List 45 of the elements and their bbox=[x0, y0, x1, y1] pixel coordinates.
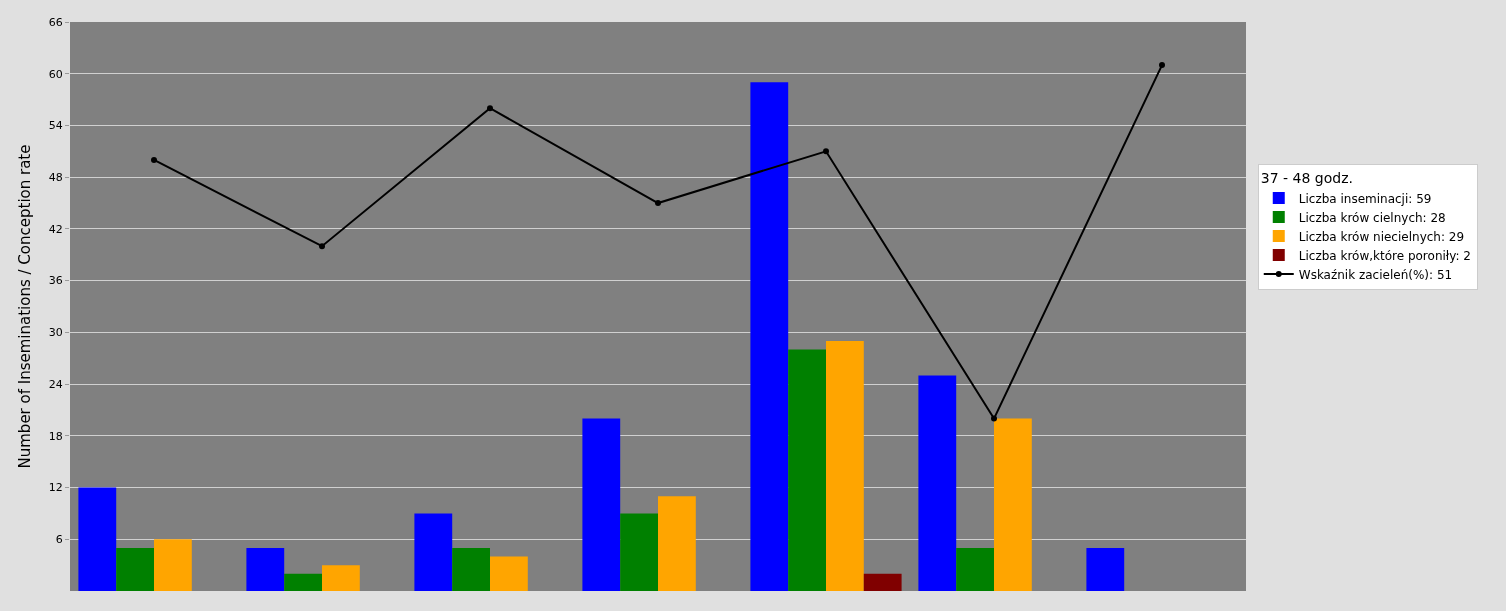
y-tick-label: 36 bbox=[48, 274, 63, 288]
bar bbox=[918, 375, 957, 591]
point bbox=[823, 148, 829, 155]
legend-label: Liczba inseminacji: 59 bbox=[1298, 191, 1432, 206]
y-tick-label: 60 bbox=[48, 67, 63, 81]
bar bbox=[322, 565, 360, 591]
point bbox=[487, 105, 493, 112]
bar bbox=[658, 496, 696, 591]
legend-label: Wskaźnik zacieleń(%): 51 bbox=[1298, 267, 1453, 282]
bar bbox=[490, 556, 528, 591]
y-tick-label: 24 bbox=[48, 377, 63, 391]
bar bbox=[788, 349, 826, 591]
y-tick-label: 42 bbox=[48, 222, 63, 236]
y-tick-label: 6 bbox=[55, 533, 63, 547]
bar bbox=[750, 82, 789, 591]
bar bbox=[1086, 547, 1125, 591]
bar bbox=[116, 547, 154, 591]
point bbox=[151, 156, 157, 163]
bar bbox=[582, 418, 621, 591]
point bbox=[655, 200, 661, 207]
point bbox=[1159, 62, 1165, 69]
legend-label: Liczba krów,które poroniły: 2 bbox=[1298, 248, 1471, 263]
bar bbox=[956, 547, 994, 591]
bar bbox=[246, 547, 285, 591]
y-tick-label: 66 bbox=[48, 15, 63, 29]
bar bbox=[994, 418, 1032, 591]
bar bbox=[414, 513, 453, 591]
bar bbox=[620, 513, 658, 591]
bar bbox=[78, 487, 117, 591]
bar bbox=[863, 573, 902, 591]
bar bbox=[452, 547, 490, 591]
y-tick-label: 30 bbox=[48, 326, 63, 340]
point bbox=[991, 415, 997, 422]
bar bbox=[826, 340, 864, 591]
y-tick-label: 48 bbox=[48, 171, 63, 185]
y-tick-label: 54 bbox=[48, 119, 63, 133]
bar bbox=[154, 539, 192, 591]
bar bbox=[284, 573, 322, 591]
legend-label: Liczba krów cielnych: 28 bbox=[1298, 210, 1446, 225]
y-axis-title: Number of Inseminations / Conception rate bbox=[16, 144, 34, 469]
y-tick-label: 18 bbox=[48, 429, 63, 443]
legend-label: Liczba krów niecielnych: 29 bbox=[1298, 229, 1465, 244]
y-tick-label: 12 bbox=[48, 481, 63, 495]
legend-title: 37 - 48 godz. bbox=[1260, 170, 1353, 187]
point bbox=[319, 243, 325, 250]
